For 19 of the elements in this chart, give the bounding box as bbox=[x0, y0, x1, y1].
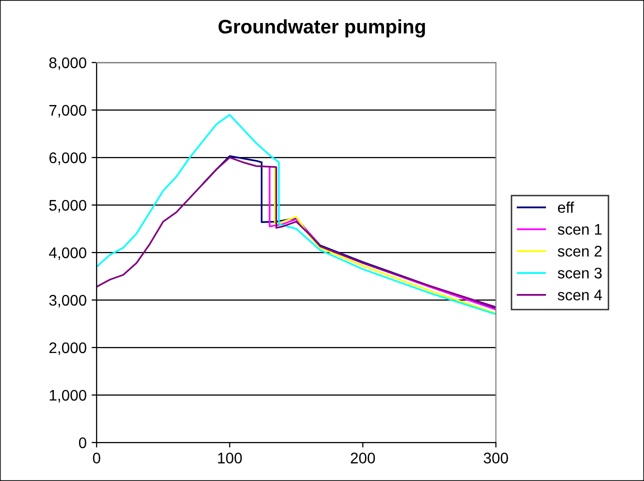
y-tick-label: 7,000 bbox=[49, 104, 86, 118]
y-tick-label: 4,000 bbox=[49, 247, 86, 260]
y-tick-label: 6,000 bbox=[49, 152, 86, 166]
y-tick-label: 5,000 bbox=[49, 200, 86, 213]
x-tick-label: 200 bbox=[350, 452, 375, 464]
y-tick-label: 1,000 bbox=[50, 390, 86, 403]
legend-label: scen 3 bbox=[558, 268, 602, 279]
legend-label: scen 2 bbox=[558, 246, 602, 257]
y-tick-label: 2,000 bbox=[49, 342, 86, 356]
legend-label: scen 1 bbox=[558, 224, 602, 235]
legend-label: eff bbox=[558, 202, 574, 213]
chart-title: Groundwater pumping bbox=[218, 19, 425, 38]
x-tick-label: 0 bbox=[92, 452, 100, 464]
x-tick-label: 100 bbox=[218, 452, 242, 464]
legend-label: scen 4 bbox=[558, 290, 602, 300]
y-tick-label: 8,000 bbox=[49, 57, 86, 70]
y-tick-label: 3,000 bbox=[49, 294, 86, 308]
x-tick-label: 300 bbox=[484, 452, 508, 464]
y-tick-label: 0 bbox=[78, 437, 86, 448]
